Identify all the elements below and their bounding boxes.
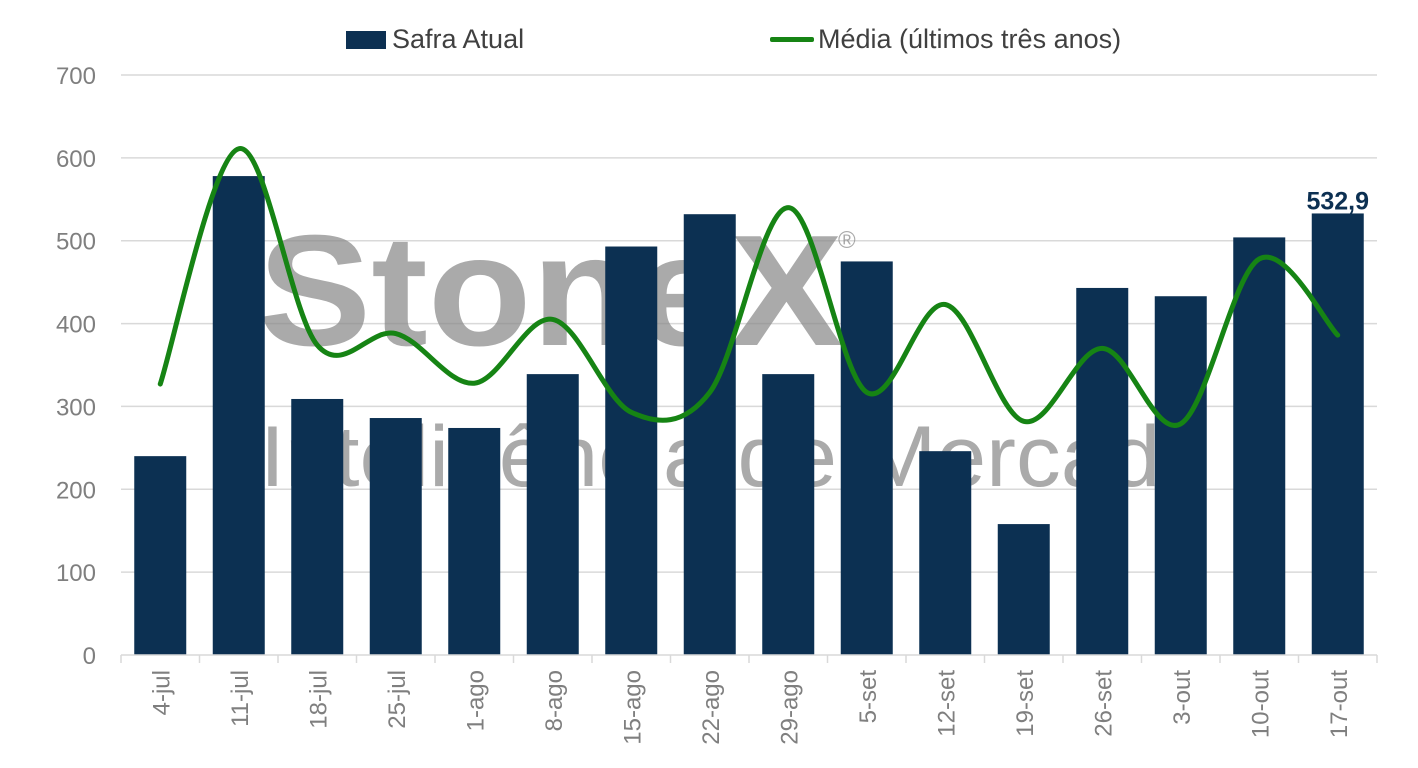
y-tick-label: 100	[56, 560, 96, 587]
legend-bar-swatch	[346, 30, 386, 49]
y-tick-label: 300	[56, 394, 96, 421]
legend-bar-label: Safra Atual	[392, 24, 525, 54]
y-tick-label: 0	[83, 643, 96, 670]
x-tick-label: 5-set	[855, 670, 882, 724]
x-tick-label: 17-out	[1326, 670, 1353, 738]
bar	[919, 451, 972, 655]
x-tick-label: 11-jul	[227, 670, 254, 727]
bar	[840, 261, 893, 655]
data-label: 532,9	[1306, 187, 1369, 215]
data-labels: 532,9	[1306, 187, 1369, 215]
legend-item-line: Média (últimos três anos)	[770, 24, 1121, 55]
bar	[1311, 213, 1364, 655]
legend-item-bar: Safra Atual	[346, 24, 524, 55]
x-tick-label: 18-jul	[305, 670, 332, 729]
x-tick-label: 10-out	[1247, 670, 1274, 738]
x-tick-label: 22-ago	[698, 670, 725, 745]
bar	[762, 374, 815, 655]
bar	[212, 176, 265, 656]
watermark-registered-mark: ®	[838, 227, 856, 254]
bar	[1076, 287, 1129, 655]
x-axis-tick-labels: 4-jul 11-jul 18-jul 25-jul 1-ago 8-ago 15-ago 2…	[148, 670, 1353, 745]
y-tick-label: 700	[56, 63, 96, 90]
y-tick-label: 400	[56, 312, 96, 339]
bar	[683, 214, 736, 655]
bar	[1154, 296, 1207, 655]
bar	[448, 427, 501, 655]
x-tick-label: 26-set	[1090, 670, 1117, 737]
bars-safra-atual	[134, 176, 1364, 656]
bar	[369, 418, 422, 655]
legend: Safra Atual Média (últimos três anos)	[0, 24, 1418, 60]
x-tick-label: 15-ago	[619, 670, 646, 745]
x-tick-label: 19-set	[1012, 670, 1039, 737]
x-tick-label: 25-jul	[384, 670, 411, 729]
bar	[134, 456, 187, 655]
x-tick-label: 1-ago	[462, 670, 489, 731]
line-media	[157, 146, 1341, 428]
x-tick-label: 12-set	[933, 670, 960, 737]
bar	[997, 524, 1050, 655]
y-tick-label: 200	[56, 477, 96, 504]
x-tick-label: 3-out	[1169, 670, 1196, 725]
bar	[605, 246, 658, 655]
legend-line-label: Média (últimos três anos)	[818, 24, 1122, 54]
bar	[1233, 237, 1286, 655]
x-tick-label: 4-jul	[148, 670, 175, 715]
x-tick-label: 29-ago	[776, 670, 803, 745]
bar	[526, 374, 579, 655]
y-tick-label: 500	[56, 229, 96, 256]
x-axis	[120, 654, 1378, 663]
y-tick-label: 600	[56, 146, 96, 173]
y-axis-ticks: 0 100 200 300 400 500 600 700	[56, 63, 96, 670]
legend-line-swatch	[770, 37, 814, 42]
bar	[291, 398, 344, 655]
series-line	[157, 146, 1341, 428]
x-tick-label: 8-ago	[541, 670, 568, 731]
